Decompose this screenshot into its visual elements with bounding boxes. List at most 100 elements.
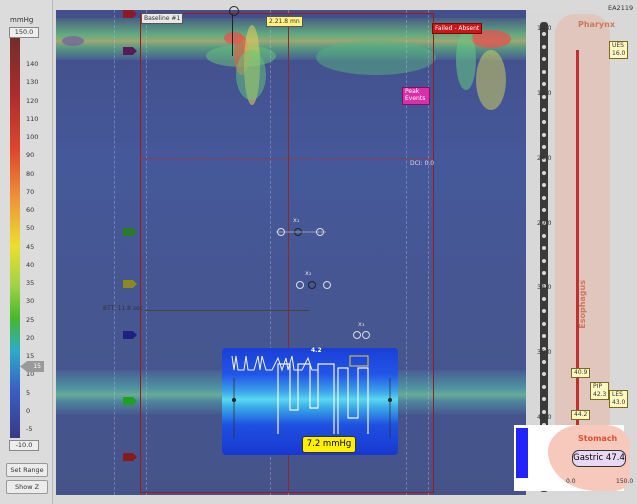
sensor-dot bbox=[542, 69, 546, 74]
scale-tick-label: -5 bbox=[26, 425, 33, 433]
sensor-dot bbox=[542, 95, 546, 99]
scale-tick-label: 15 bbox=[26, 352, 35, 360]
bttf-label: BTT: 11.8 sec bbox=[103, 305, 143, 312]
scale-min-input[interactable]: -10.0 bbox=[9, 440, 39, 451]
sensor-dot bbox=[542, 258, 546, 263]
depth-label: 19.0 bbox=[537, 88, 552, 97]
track-marker-icon[interactable] bbox=[123, 10, 137, 18]
depth-label: 34.0 bbox=[537, 283, 552, 292]
failed-status-badge: Failed - Absent bbox=[432, 23, 483, 34]
scale-tick-label: 120 bbox=[26, 96, 39, 105]
crosshair-icon bbox=[353, 331, 370, 339]
cursor-handle-icon[interactable] bbox=[229, 6, 239, 16]
sensor-dot bbox=[542, 334, 546, 339]
sensor-dot bbox=[542, 271, 546, 276]
analysis-selection-rect[interactable] bbox=[140, 13, 434, 493]
sensor-dot bbox=[542, 120, 546, 125]
scale-tick-label: 90 bbox=[26, 151, 35, 160]
sensor-dot bbox=[542, 233, 546, 238]
stomach-label: Stomach bbox=[578, 434, 618, 443]
sensor-dot bbox=[542, 82, 546, 87]
sensor-dot bbox=[542, 422, 546, 427]
sensor-dot bbox=[542, 284, 546, 288]
scale-tick-label: 80 bbox=[26, 169, 35, 178]
sensor-dot bbox=[542, 132, 546, 137]
annotation-44-2[interactable]: 44.2 bbox=[571, 410, 591, 420]
sensor-dot bbox=[542, 347, 546, 351]
scale-tick-label: 25 bbox=[26, 315, 35, 324]
crosshair-icon bbox=[296, 281, 331, 289]
pharynx-label: Pharynx bbox=[578, 20, 615, 29]
track-marker-icon[interactable] bbox=[123, 397, 137, 405]
track-marker-icon[interactable] bbox=[123, 47, 137, 55]
baseline-label: Baseline #1 bbox=[141, 13, 184, 24]
ues-annotation[interactable]: UES 16.0 bbox=[609, 41, 629, 59]
color-scale-panel bbox=[0, 0, 53, 504]
peak-events-note[interactable]: Peak Events bbox=[402, 87, 430, 105]
dci-label: DCI: 0.0 bbox=[410, 160, 435, 167]
scale-tick-label: 130 bbox=[26, 78, 39, 87]
popup-top-value: 4.2 bbox=[311, 347, 322, 354]
sensor-dot bbox=[542, 221, 546, 225]
time-label: 2.21.8 mn bbox=[266, 16, 303, 27]
crosshair-marker-2[interactable] bbox=[295, 278, 335, 292]
sensor-dot bbox=[542, 208, 546, 213]
sensor-dot bbox=[542, 321, 546, 326]
gastric-pressure-box bbox=[516, 428, 528, 478]
sensor-dot bbox=[542, 195, 546, 200]
depth-label: 29.0 bbox=[537, 218, 552, 227]
sensor-dot bbox=[542, 309, 546, 314]
scale-tick-label: 60 bbox=[26, 206, 35, 214]
sensor-dot bbox=[542, 372, 546, 377]
scale-tick-label: 0 bbox=[26, 406, 31, 415]
scale-tick-label: 50 bbox=[26, 224, 35, 233]
show-z-button[interactable]: Show Z bbox=[6, 480, 48, 494]
scale-max-input[interactable]: 150.0 bbox=[9, 27, 39, 38]
depth-label: 14.0 bbox=[537, 24, 552, 32]
depth-label: 44.0 bbox=[537, 413, 552, 422]
marker-label-1: x₁ bbox=[293, 216, 300, 224]
crosshair-marker-1[interactable] bbox=[276, 225, 326, 239]
sensor-dot bbox=[542, 145, 546, 150]
track-marker-icon[interactable] bbox=[123, 453, 137, 461]
gastric-pressure-label: Gastric 47.4 bbox=[572, 450, 626, 467]
scale-tick-label: 45 bbox=[26, 242, 35, 251]
sensor-dot bbox=[542, 57, 546, 62]
sensor-dot bbox=[542, 183, 546, 188]
esophagus-silhouette bbox=[555, 14, 610, 434]
sensor-dot bbox=[542, 107, 546, 112]
pip-annotation[interactable]: PIP 42.3 bbox=[590, 382, 610, 400]
scale-tick-label: 140 bbox=[26, 60, 39, 68]
annotation-40-9[interactable]: 40.9 bbox=[571, 368, 591, 378]
catheter-spine bbox=[540, 22, 548, 492]
scale-tick-label: 20 bbox=[26, 333, 35, 342]
scale-tick-label: 5 bbox=[26, 388, 31, 397]
time-cursor-line[interactable] bbox=[288, 13, 289, 491]
scale-pointer-handle[interactable]: 15 bbox=[20, 361, 44, 372]
pressure-readout-label: 7.2 mmHg bbox=[302, 436, 356, 453]
scale-tick-label: 110 bbox=[26, 114, 39, 123]
pressure-profile-line bbox=[576, 50, 579, 430]
popup-trace bbox=[231, 355, 392, 438]
scale-tick-label: 40 bbox=[26, 260, 35, 269]
marker-label-3: x₃ bbox=[358, 320, 365, 328]
cursor-stem bbox=[232, 14, 233, 56]
unit-label: mmHg bbox=[10, 16, 34, 24]
depth-label: 24.0 bbox=[537, 153, 552, 162]
track-marker-icon[interactable] bbox=[123, 331, 137, 339]
crosshair-marker-3[interactable] bbox=[352, 329, 372, 341]
set-range-button[interactable]: Set Range bbox=[6, 463, 48, 477]
case-id-label: EA2119 bbox=[608, 4, 634, 12]
sensor-dot bbox=[542, 397, 546, 402]
sensor-dot bbox=[542, 359, 546, 364]
crosshair-icon bbox=[276, 228, 326, 236]
esophagus-label: Esophagus bbox=[578, 280, 587, 329]
track-marker-icon[interactable] bbox=[123, 280, 137, 288]
marker-label-2: x₂ bbox=[305, 269, 312, 277]
sensor-dot bbox=[542, 296, 546, 301]
depth-label: 39.0 bbox=[537, 348, 552, 357]
sensor-dot bbox=[542, 44, 546, 49]
sensor-dot bbox=[542, 410, 546, 414]
les-annotation[interactable]: LES 43.0 bbox=[609, 390, 629, 408]
track-marker-icon[interactable] bbox=[123, 228, 137, 236]
